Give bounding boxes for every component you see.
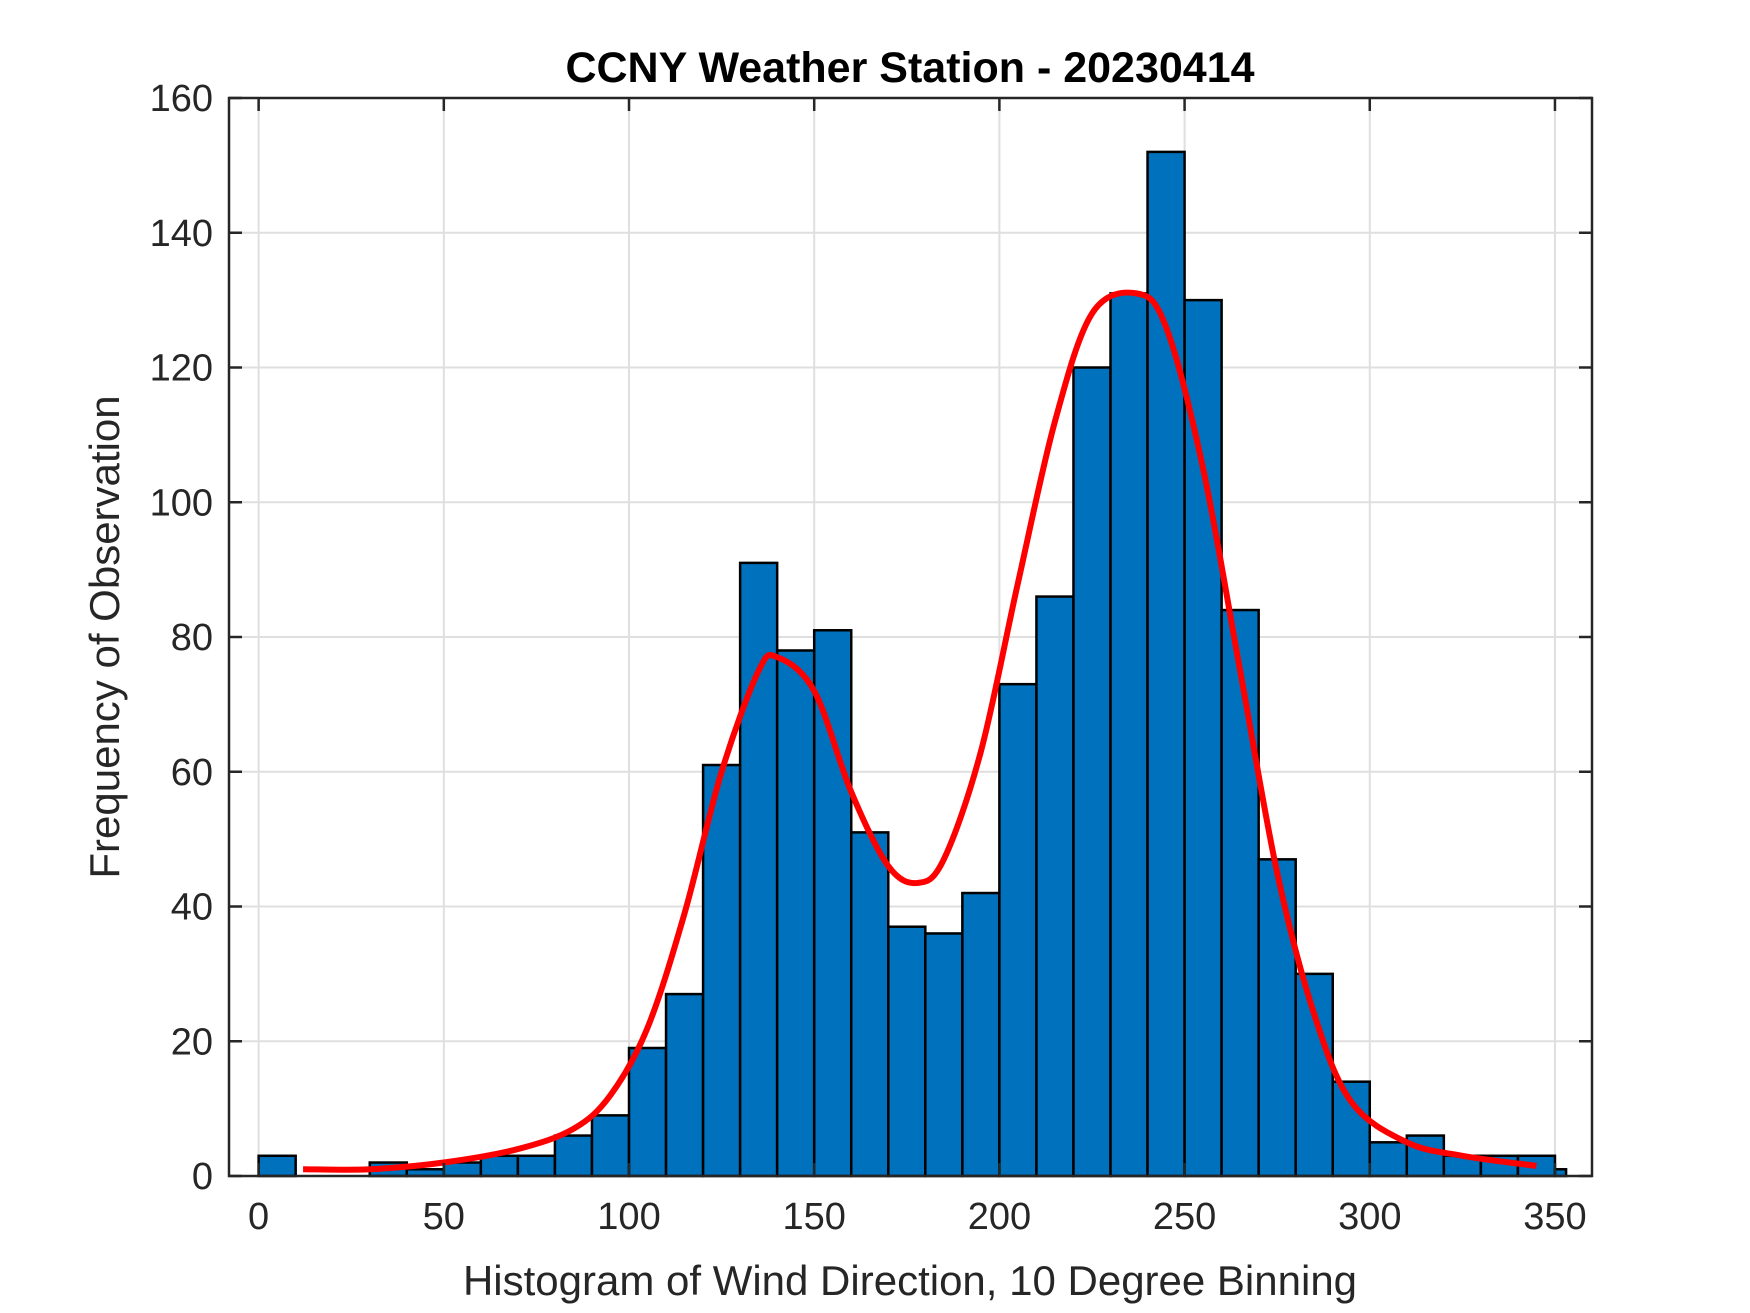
histogram-bar-0 — [257, 1154, 297, 1178]
x-tick-label: 150 — [782, 1196, 845, 1238]
histogram-bar-70 — [516, 1154, 557, 1178]
axis-ticks — [229, 96, 1592, 1178]
histogram-bar-140 — [775, 649, 816, 1178]
x-axis-label: Histogram of Wind Direction, 10 Degree B… — [463, 1257, 1357, 1304]
x-tick-label: 100 — [597, 1196, 660, 1238]
y-tick-label: 60 — [171, 752, 213, 794]
y-tick-labels: 0 20 40 60 80 100 120 140 160 — [150, 78, 213, 1198]
chart-title: CCNY Weather Station - 20230414 — [565, 44, 1254, 92]
x-tick-label: 0 — [248, 1196, 269, 1238]
y-axis-label: Frequency of Observation — [81, 395, 128, 878]
histogram-bar-100 — [627, 1046, 668, 1178]
histogram-bar-150 — [812, 629, 853, 1178]
y-tick-label: 140 — [150, 213, 213, 255]
histogram-bar-250 — [1183, 298, 1223, 1178]
x-tick-labels: 0 50 100 150 200 250 300 350 — [248, 1196, 1587, 1238]
y-tick-label: 0 — [192, 1156, 213, 1198]
histogram-bar-190 — [961, 891, 1001, 1178]
y-tick-label: 40 — [171, 887, 213, 929]
histogram-bar-220 — [1072, 366, 1112, 1178]
y-tick-label: 20 — [171, 1021, 213, 1063]
histogram-bar-80 — [553, 1134, 594, 1178]
y-tick-label: 80 — [171, 617, 213, 659]
fit-curve-line — [303, 289, 1537, 1173]
histogram-bar-160 — [849, 831, 890, 1178]
x-tick-label: 250 — [1153, 1196, 1216, 1238]
histogram-bar-290 — [1331, 1080, 1372, 1178]
histogram-bar-230 — [1109, 292, 1149, 1178]
histogram-bar-180 — [924, 932, 964, 1178]
x-tick-label: 300 — [1338, 1196, 1401, 1238]
x-tick-label: 350 — [1523, 1196, 1586, 1238]
histogram-bar-270 — [1257, 858, 1297, 1178]
histogram-bar-90 — [590, 1114, 631, 1178]
x-tick-label: 50 — [423, 1196, 465, 1238]
histogram-bar-280 — [1294, 972, 1334, 1178]
histogram-bar-260 — [1220, 608, 1260, 1178]
histogram-bar-300 — [1368, 1141, 1409, 1178]
x-tick-label: 200 — [968, 1196, 1031, 1238]
histogram-bar-200 — [998, 682, 1038, 1178]
histogram-bar-210 — [1035, 595, 1075, 1178]
y-tick-label: 160 — [150, 78, 213, 120]
y-tick-label: 120 — [150, 348, 213, 390]
histogram-bar-110 — [664, 992, 705, 1178]
y-tick-label: 100 — [150, 482, 213, 524]
histogram-bar-170 — [887, 925, 927, 1178]
